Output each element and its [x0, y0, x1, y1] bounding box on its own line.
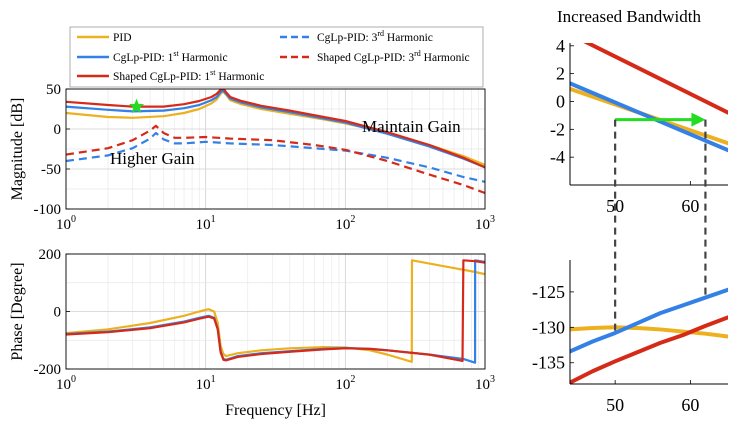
- x-tick-label: 100: [56, 214, 76, 233]
- y-tick-label: 0: [556, 91, 565, 111]
- x-tick-label: 103: [475, 374, 495, 393]
- y-tick-label: 200: [39, 247, 62, 263]
- legend-label-cglp-3rd: CgLp-PID: 3rd Harmonic: [317, 29, 433, 44]
- y-tick-label: -4: [550, 147, 565, 167]
- legend-label-shaped-3rd: Shaped CgLp-PID: 3rd Harmonic: [317, 49, 470, 64]
- series-line-cglp-pid-1st-harmonic: [570, 81, 728, 153]
- legend: PID CgLp-PID: 1st Harmonic Shaped CgLp-P…: [69, 26, 484, 88]
- x-tick-label: 102: [335, 214, 355, 233]
- series-line-pid: [570, 325, 728, 339]
- zoom-phase-plot-area: [570, 260, 728, 384]
- zoom-magnitude-series: [570, 43, 728, 153]
- y-tick-label: 2: [556, 64, 565, 84]
- legend-box: [69, 26, 484, 88]
- x-tick-label: 101: [196, 214, 216, 233]
- phase-ylabel: Phase [Degree]: [9, 262, 26, 360]
- y-tick-label: 0: [54, 305, 62, 321]
- higher-gain-annotation: Higher Gain: [110, 149, 195, 168]
- y-tick-label: 0: [54, 122, 62, 138]
- green-star-marker: [128, 98, 145, 114]
- series-line-cglp-pid-1st-harmonic: [570, 287, 728, 354]
- legend-label-pid: PID: [113, 32, 132, 44]
- y-tick-label: -2: [550, 119, 565, 139]
- y-tick-label: 4: [556, 36, 565, 56]
- legend-label-cglp-1st: CgLp-PID: 1st Harmonic: [113, 49, 228, 64]
- zoom-phase-series: [570, 287, 728, 384]
- series-line-shaped-cglp-pid-1st-harmonic: [66, 89, 485, 169]
- zoom-magnitude-panel: 420-2-450 60: [550, 36, 728, 216]
- y-tick-label: -50: [41, 162, 61, 178]
- zoom-phase-panel: -125 -130 -135 50 60: [532, 260, 728, 415]
- zoom-title: Increased Bandwidth: [557, 7, 701, 26]
- maintain-gain-annotation: Maintain Gain: [362, 117, 461, 136]
- y-tick-label: -100: [34, 202, 62, 218]
- magnitude-ylabel: Magnitude [dB]: [9, 98, 26, 201]
- x-tick-label: 60: [681, 196, 699, 216]
- x-tick-label: 50: [606, 395, 624, 415]
- phase-series: [66, 259, 485, 364]
- bandwidth-connectors: [614, 119, 707, 333]
- y-tick-label: -130: [532, 317, 565, 337]
- series-line-cglp-pid-3rd-harmonic-dashed: [66, 131, 485, 183]
- magnitude-series: [66, 89, 485, 195]
- series-line-shaped-cglp-pid-1st-harmonic: [66, 259, 485, 363]
- y-tick-label: -200: [34, 362, 62, 378]
- x-tick-label: 100: [56, 374, 76, 393]
- x-tick-label: 102: [335, 374, 355, 393]
- series-line-shaped-cglp-pid-1st-harmonic: [583, 43, 728, 115]
- series-line-shaped-cglp-pid-1st-harmonic: [570, 315, 728, 384]
- y-tick-label: 50: [46, 82, 61, 98]
- series-line-pid: [66, 259, 485, 363]
- magnitude-frame: [65, 88, 486, 210]
- y-tick-label: -135: [532, 353, 565, 373]
- x-tick-label: 103: [475, 214, 495, 233]
- y-tick-label: -125: [532, 282, 565, 302]
- bandwidth-arrow-head: [691, 112, 706, 127]
- x-tick-label: 101: [196, 374, 216, 393]
- x-tick-label: 60: [681, 395, 699, 415]
- legend-label-shaped-1st: Shaped CgLp-PID: 1st Harmonic: [113, 68, 264, 83]
- phase-xlabel: Frequency [Hz]: [225, 402, 326, 419]
- series-line-shaped-cglp-pid-3rd-harmonic-dashed: [66, 124, 485, 195]
